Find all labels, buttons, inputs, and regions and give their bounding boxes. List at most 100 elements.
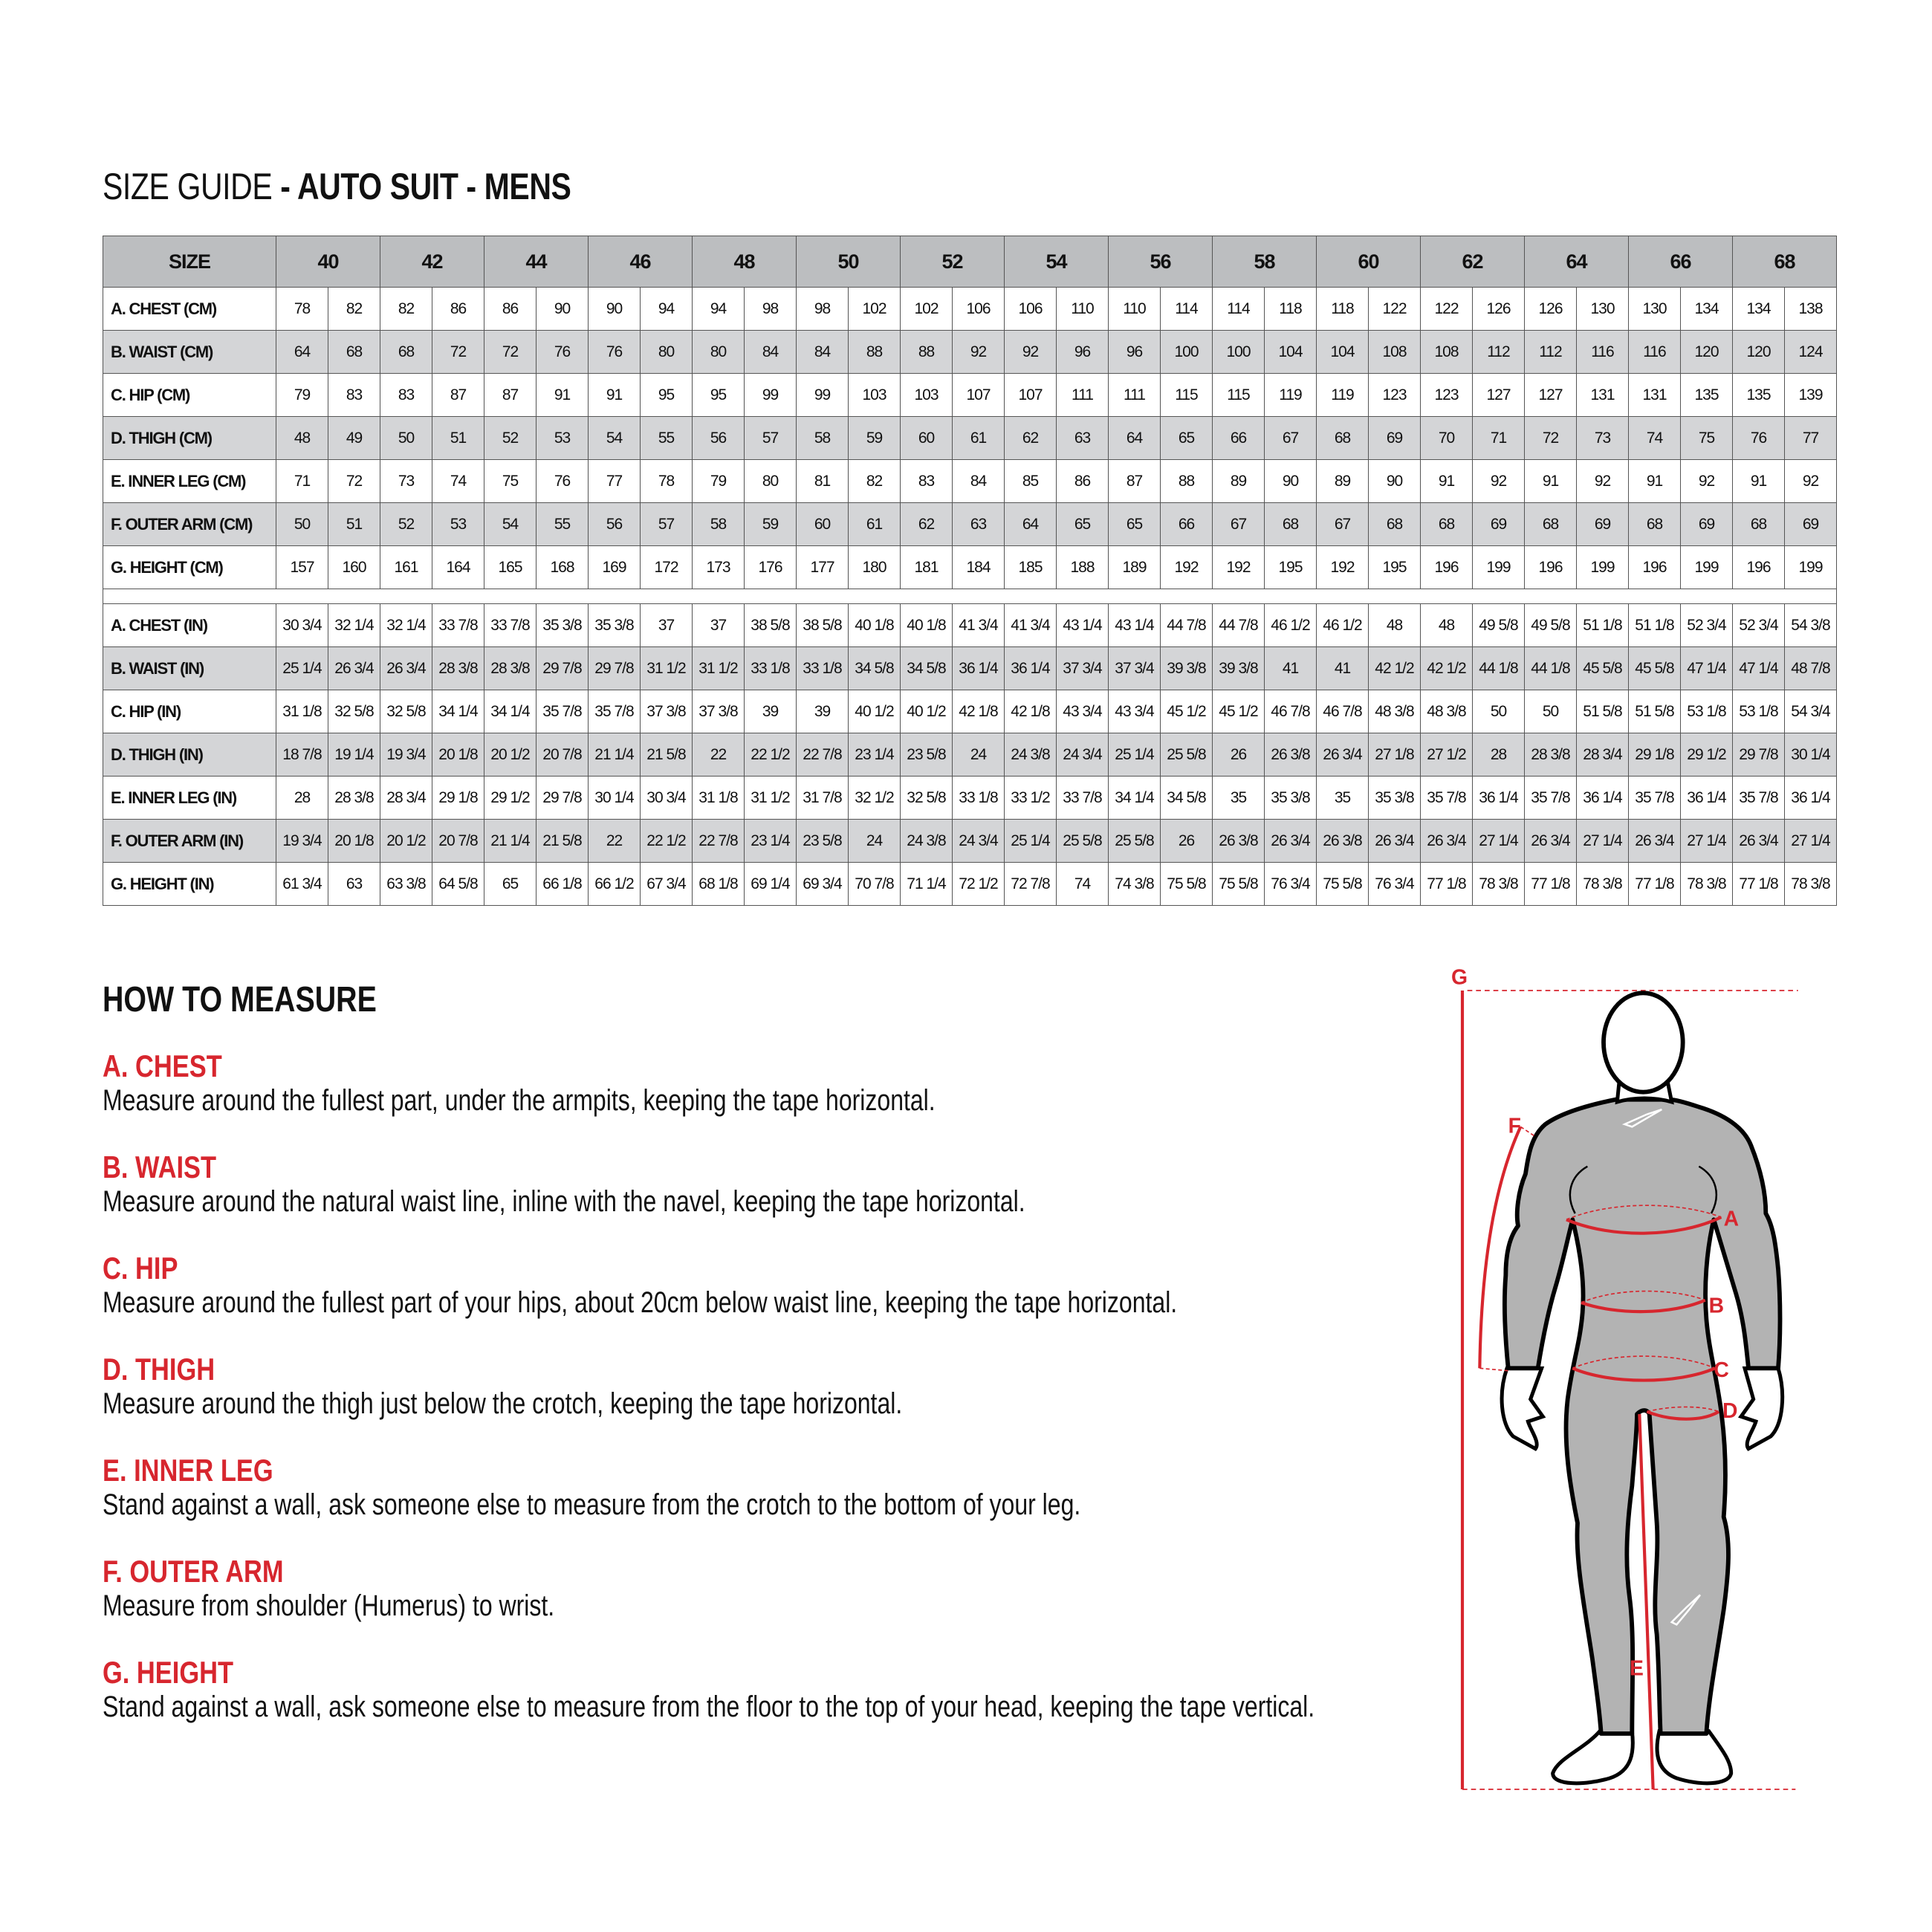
table-cell: 25 1/4 — [276, 646, 328, 690]
table-cell: 23 1/4 — [848, 733, 901, 777]
table-cell: 32 1/4 — [328, 603, 380, 647]
table-cell: 65 — [1160, 416, 1213, 460]
table-cell: 45 5/8 — [1576, 646, 1629, 690]
table-cell: 95 — [640, 373, 693, 417]
table-cell: 91 — [588, 373, 641, 417]
table-row: C. HIP (IN) 31 1/8 32 5/8 32 5/8 34 1/4 34 1/… — [103, 690, 1837, 733]
table-cell: 42 1/8 — [1004, 690, 1057, 733]
table-cell: 27 1/8 — [1368, 733, 1421, 777]
table-cell: 32 1/4 — [380, 603, 432, 647]
table-cell: 69 — [1576, 502, 1629, 546]
measure-item: A. CHEST Measure around the fullest part,… — [103, 1049, 1514, 1150]
table-cell: 63 3/8 — [380, 862, 432, 906]
table-cell: 36 1/4 — [1472, 776, 1525, 820]
table-cell: 54 — [484, 502, 537, 546]
table-cell: 111 — [1056, 373, 1109, 417]
table-cell: 26 — [1212, 733, 1265, 777]
table-cell: 36 1/4 — [952, 646, 1005, 690]
measure-item-heading: B. WAIST — [103, 1150, 217, 1184]
table-cell: 32 1/2 — [848, 776, 901, 820]
table-cell: 69 3/4 — [796, 862, 849, 906]
table-cell: 68 — [1628, 502, 1681, 546]
table-cell: 134 — [1680, 287, 1733, 331]
table-cell: 68 — [1316, 416, 1369, 460]
table-cell: 27 1/4 — [1680, 819, 1733, 863]
row-label: D. THIGH (CM) — [103, 416, 276, 460]
table-cell: 31 1/2 — [692, 646, 745, 690]
table-cell: 90 — [1264, 459, 1317, 503]
table-cell: 130 — [1576, 287, 1629, 331]
table-cell: 19 3/4 — [380, 733, 432, 777]
table-cell: 30 3/4 — [276, 603, 328, 647]
size-header-46: 46 — [588, 236, 693, 288]
table-cell: 71 1/4 — [900, 862, 953, 906]
table-cell: 20 1/2 — [484, 733, 537, 777]
table-cell: 44 1/8 — [1472, 646, 1525, 690]
table-cell: 66 — [1160, 502, 1213, 546]
table-cell: 49 5/8 — [1524, 603, 1577, 647]
table-cell: 21 5/8 — [536, 819, 589, 863]
table-cell: 68 — [1420, 502, 1473, 546]
measure-instructions: A. CHEST Measure around the fullest part,… — [103, 1049, 1514, 1757]
table-cell: 92 — [1004, 330, 1057, 374]
table-cell: 80 — [640, 330, 693, 374]
table-cell: 68 — [1264, 502, 1317, 546]
table-cell: 84 — [796, 330, 849, 374]
table-cell: 41 3/4 — [952, 603, 1005, 647]
table-cell: 58 — [692, 502, 745, 546]
table-spacer-row — [103, 589, 1837, 604]
table-cell: 135 — [1680, 373, 1733, 417]
table-cell: 61 — [848, 502, 901, 546]
table-cell: 34 1/4 — [484, 690, 537, 733]
size-header-48: 48 — [692, 236, 797, 288]
table-cell: 61 — [952, 416, 1005, 460]
table-cell: 48 — [1420, 603, 1473, 647]
table-cell: 88 — [900, 330, 953, 374]
table-row: D. THIGH (IN) 18 7/8 19 1/4 19 3/4 20 1/8 20 … — [103, 733, 1837, 777]
table-cell: 75 5/8 — [1212, 862, 1265, 906]
row-label: F. OUTER ARM (IN) — [103, 819, 276, 863]
table-cell: 70 — [1420, 416, 1473, 460]
table-row: F. OUTER ARM (CM) 50 51 52 53 54 55 56 57 58 59 60 6… — [103, 502, 1837, 546]
measure-item-text: Stand against a wall, ask someone else t… — [103, 1488, 1081, 1521]
table-cell: 22 — [692, 733, 745, 777]
suit-body — [1503, 1097, 1783, 1736]
table-cell: 64 — [276, 330, 328, 374]
table-cell: 119 — [1316, 373, 1369, 417]
table-cell: 83 — [900, 459, 953, 503]
table-cell: 64 — [1004, 502, 1057, 546]
table-cell: 22 7/8 — [796, 733, 849, 777]
table-cell: 73 — [1576, 416, 1629, 460]
table-cell: 36 1/4 — [1576, 776, 1629, 820]
table-cell: 118 — [1316, 287, 1369, 331]
table-cell: 40 1/2 — [900, 690, 953, 733]
measure-item: G. HEIGHT Stand against a wall, ask someo… — [103, 1656, 1514, 1757]
table-cell: 72 — [484, 330, 537, 374]
label-f: F — [1508, 1115, 1521, 1138]
measure-lines — [1478, 1126, 1722, 1790]
table-cell: 59 — [744, 502, 797, 546]
table-cell: 23 5/8 — [796, 819, 849, 863]
table-cell: 37 3/4 — [1056, 646, 1109, 690]
table-cell: 91 — [536, 373, 589, 417]
table-cell: 33 1/2 — [1004, 776, 1057, 820]
label-a: A — [1724, 1208, 1739, 1231]
table-cell: 192 — [1316, 545, 1369, 589]
table-cell: 36 1/4 — [1784, 776, 1837, 820]
table-cell: 107 — [1004, 373, 1057, 417]
table-cell: 28 3/8 — [484, 646, 537, 690]
table-cell: 28 — [1472, 733, 1525, 777]
table-cell: 37 3/8 — [640, 690, 693, 733]
table-cell: 52 3/4 — [1680, 603, 1733, 647]
table-cell: 32 5/8 — [328, 690, 380, 733]
table-cell: 81 — [796, 459, 849, 503]
table-cell: 31 1/8 — [276, 690, 328, 733]
table-cell: 39 — [796, 690, 849, 733]
row-label: A. CHEST (IN) — [103, 603, 276, 647]
table-cell: 33 7/8 — [484, 603, 537, 647]
table-cell: 33 1/8 — [744, 646, 797, 690]
table-cell: 45 5/8 — [1628, 646, 1681, 690]
table-cell: 78 — [276, 287, 328, 331]
table-cell: 29 1/8 — [1628, 733, 1681, 777]
table-cell: 38 5/8 — [744, 603, 797, 647]
